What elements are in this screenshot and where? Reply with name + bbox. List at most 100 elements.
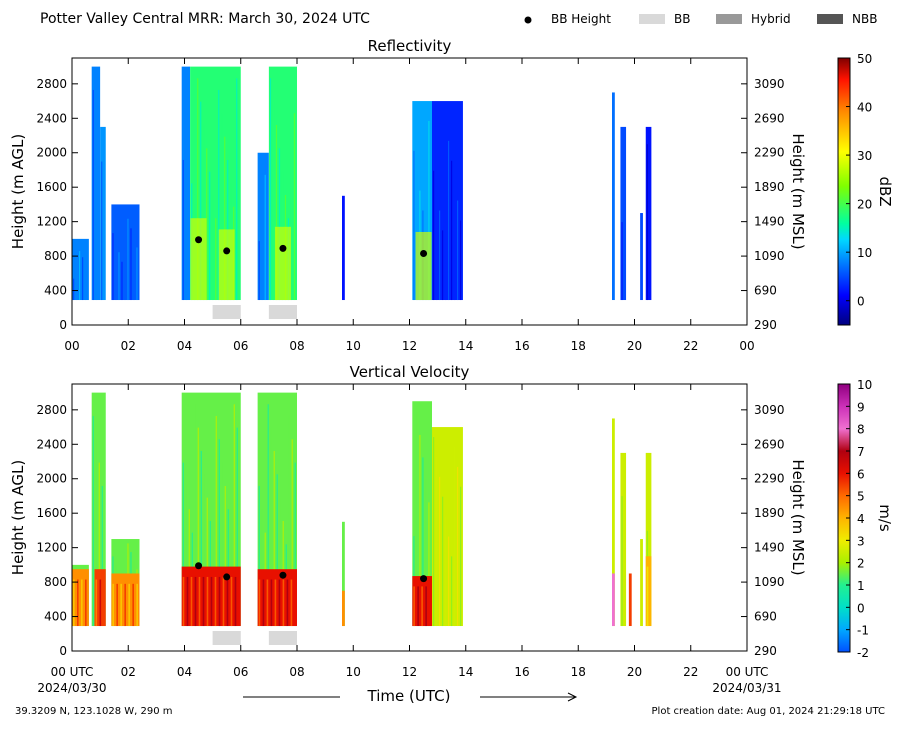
vertical-velocity-ytick-label: 0 bbox=[59, 644, 67, 658]
vertical-velocity-echo-streak bbox=[203, 474, 205, 627]
reflectivity-echo-streak bbox=[79, 251, 81, 301]
reflectivity-bb-height-marker bbox=[223, 247, 231, 255]
vertical-velocity-echo-streak bbox=[454, 446, 456, 627]
legend-bb-height-label: BB Height bbox=[551, 12, 611, 26]
reflectivity-y2label: Height (m MSL) bbox=[789, 133, 807, 249]
vertical-velocity-colorbar-tick-label: 10 bbox=[857, 378, 872, 392]
reflectivity-echo-streak bbox=[200, 101, 202, 301]
vertical-velocity-xtick-label: 12 bbox=[402, 665, 417, 679]
reflectivity-echo-streak bbox=[293, 113, 296, 301]
reflectivity-echo-streak bbox=[448, 140, 450, 301]
reflectivity-colorbar-tick-label: 30 bbox=[857, 149, 872, 163]
reflectivity-echo-streak bbox=[278, 148, 281, 301]
reflectivity-echo-streak bbox=[73, 278, 75, 301]
vertical-velocity-xtick-label: 00 UTC bbox=[726, 665, 769, 679]
vertical-velocity-ytick-label: 2400 bbox=[36, 437, 67, 451]
reflectivity-xtick-label: 00 bbox=[739, 339, 754, 353]
vertical-velocity-ytick-label: 1200 bbox=[36, 541, 67, 555]
vertical-velocity-colorbar-tick-label: 3 bbox=[857, 534, 865, 548]
reflectivity-bright-band-core bbox=[415, 231, 432, 301]
reflectivity-echo-streak bbox=[436, 190, 438, 301]
legend-bb-swatch bbox=[639, 14, 665, 24]
vertical-velocity-echo-streak bbox=[98, 462, 100, 627]
reflectivity-echo-streak bbox=[182, 159, 184, 301]
velocity-fall-streak bbox=[190, 576, 193, 627]
vertical-velocity-colorbar-tick-label: 6 bbox=[857, 467, 865, 481]
reflectivity-xtick-label: 14 bbox=[458, 339, 473, 353]
vertical-velocity-ytick-label: 400 bbox=[44, 610, 67, 624]
vertical-velocity-echo-streak bbox=[258, 485, 260, 627]
start-date-label: 2024/03/30 bbox=[37, 681, 106, 695]
reflectivity-y2tick-label: 1090 bbox=[754, 249, 785, 263]
vertical-velocity-colorbar-tick-label: -2 bbox=[857, 646, 869, 660]
vertical-velocity-echo-streak bbox=[261, 509, 263, 627]
reflectivity-echo-streak bbox=[460, 220, 462, 301]
reflectivity-echo-streak bbox=[221, 113, 223, 301]
reflectivity-echo-streak bbox=[85, 263, 87, 301]
velocity-fall-streak bbox=[266, 579, 269, 627]
reflectivity-echo-streak bbox=[275, 124, 278, 301]
reflectivity-echo-streak bbox=[118, 252, 120, 301]
reflectivity-title: Reflectivity bbox=[368, 37, 452, 55]
reflectivity-echo-segment bbox=[257, 152, 269, 301]
vertical-velocity-bb-period-bar bbox=[212, 631, 241, 645]
vertical-velocity-echo-streak bbox=[92, 415, 94, 627]
reflectivity-y2tick-label: 290 bbox=[754, 318, 777, 332]
reflectivity-ytick-label: 1600 bbox=[36, 180, 67, 194]
vertical-velocity-echo-streak bbox=[194, 404, 196, 627]
reflectivity-ytick-label: 2000 bbox=[36, 146, 67, 160]
vertical-velocity-y2label: Height (m MSL) bbox=[789, 459, 807, 575]
velocity-fall-streak bbox=[136, 583, 138, 627]
vertical-velocity-echo-streak bbox=[448, 536, 450, 627]
vertical-velocity-echo-streak bbox=[288, 415, 290, 627]
vertical-velocity-echo-streak bbox=[101, 485, 103, 627]
reflectivity-xtick-label: 20 bbox=[627, 339, 642, 353]
vertical-velocity-xtick-label: 06 bbox=[233, 665, 248, 679]
velocity-fall-streak bbox=[73, 579, 75, 627]
velocity-fall-streak bbox=[262, 579, 265, 627]
reflectivity-colorbar-tick-label: 40 bbox=[857, 101, 872, 115]
reflectivity-y2tick-label: 3090 bbox=[754, 77, 785, 91]
reflectivity-xtick-label: 06 bbox=[233, 339, 248, 353]
vertical-velocity-echo-streak bbox=[221, 462, 223, 627]
vertical-velocity-bb-height-marker bbox=[223, 573, 231, 581]
velocity-fall-streak bbox=[116, 583, 118, 627]
velocity-fall-core bbox=[645, 556, 652, 627]
velocity-fall-streak bbox=[258, 579, 261, 627]
vertical-velocity-colorbar-tick-label: -1 bbox=[857, 624, 869, 638]
vertical-velocity-ytick-label: 800 bbox=[44, 575, 67, 589]
reflectivity-bb-period-bar bbox=[212, 305, 241, 319]
reflectivity-y2tick-label: 1490 bbox=[754, 215, 785, 229]
velocity-fall-streak bbox=[128, 583, 130, 627]
vertical-velocity-xtick-label: 02 bbox=[121, 665, 136, 679]
reflectivity-xtick-label: 04 bbox=[177, 339, 192, 353]
reflectivity-echo-streak bbox=[451, 160, 453, 301]
vertical-velocity-echo-segment bbox=[342, 521, 345, 627]
reflectivity-echo-streak bbox=[127, 218, 129, 301]
velocity-fall-streak bbox=[198, 576, 201, 627]
vertical-velocity-echo-streak bbox=[442, 496, 444, 627]
reflectivity-echo-streak bbox=[133, 237, 135, 301]
velocity-fall-streak bbox=[206, 576, 209, 627]
velocity-fall-streak bbox=[214, 576, 217, 627]
vertical-velocity-echo-segment bbox=[620, 452, 627, 627]
reflectivity-echo-streak bbox=[445, 120, 447, 301]
reflectivity-echo-streak bbox=[236, 78, 238, 301]
velocity-fall-streak bbox=[286, 579, 289, 627]
reflectivity-colorbar-label: dBZ bbox=[876, 176, 894, 206]
reflectivity-colorbar-tick-label: 0 bbox=[857, 295, 865, 309]
reflectivity-echo-streak bbox=[136, 247, 138, 301]
reflectivity-colorbar-tick-label: 50 bbox=[857, 52, 872, 66]
reflectivity-echo-streak bbox=[264, 174, 266, 301]
reflectivity-echo-streak bbox=[646, 144, 648, 301]
velocity-fall-streak bbox=[218, 576, 221, 627]
reflectivity-echo-streak bbox=[218, 89, 220, 301]
vertical-velocity-bb-height-marker bbox=[279, 571, 287, 579]
vertical-velocity-echo-streak bbox=[291, 439, 293, 627]
vertical-velocity-echo-streak bbox=[451, 556, 453, 627]
reflectivity-echo-streak bbox=[124, 209, 126, 301]
reflectivity-echo-streak bbox=[212, 194, 214, 301]
vertical-velocity-xtick-label: 20 bbox=[627, 665, 642, 679]
